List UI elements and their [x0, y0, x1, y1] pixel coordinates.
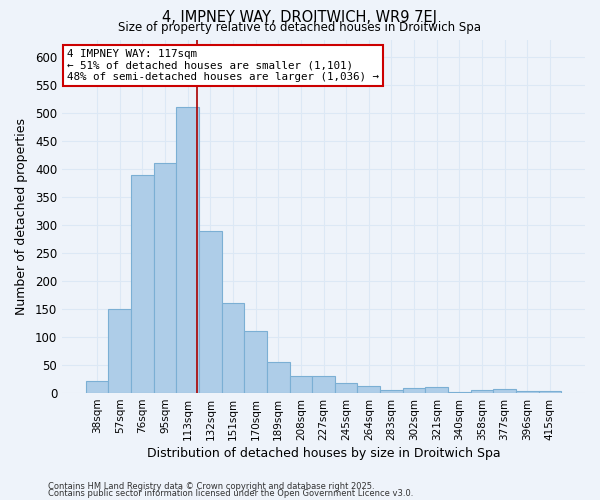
Bar [221, 304, 244, 393]
Text: 4 IMPNEY WAY: 117sqm
← 51% of detached houses are smaller (1,101)
48% of semi-de: 4 IMPNEY WAY: 117sqm ← 51% of detached h… [67, 49, 379, 82]
Bar [312, 376, 335, 393]
Bar [244, 332, 267, 393]
Bar [380, 390, 403, 393]
Bar [290, 376, 312, 393]
X-axis label: Distribution of detached houses by size in Droitwich Spa: Distribution of detached houses by size … [147, 447, 500, 460]
Text: Size of property relative to detached houses in Droitwich Spa: Size of property relative to detached ho… [119, 22, 482, 35]
Bar [358, 386, 380, 393]
Bar [493, 389, 516, 393]
Y-axis label: Number of detached properties: Number of detached properties [15, 118, 28, 315]
Text: Contains public sector information licensed under the Open Government Licence v3: Contains public sector information licen… [48, 489, 413, 498]
Bar [448, 392, 470, 393]
Bar [199, 230, 221, 393]
Bar [539, 391, 561, 393]
Bar [335, 383, 358, 393]
Bar [425, 388, 448, 393]
Bar [403, 388, 425, 393]
Bar [154, 164, 176, 393]
Text: Contains HM Land Registry data © Crown copyright and database right 2025.: Contains HM Land Registry data © Crown c… [48, 482, 374, 491]
Text: 4, IMPNEY WAY, DROITWICH, WR9 7EJ: 4, IMPNEY WAY, DROITWICH, WR9 7EJ [163, 10, 437, 25]
Bar [86, 380, 109, 393]
Bar [267, 362, 290, 393]
Bar [109, 309, 131, 393]
Bar [131, 174, 154, 393]
Bar [176, 108, 199, 393]
Bar [470, 390, 493, 393]
Bar [516, 392, 539, 393]
